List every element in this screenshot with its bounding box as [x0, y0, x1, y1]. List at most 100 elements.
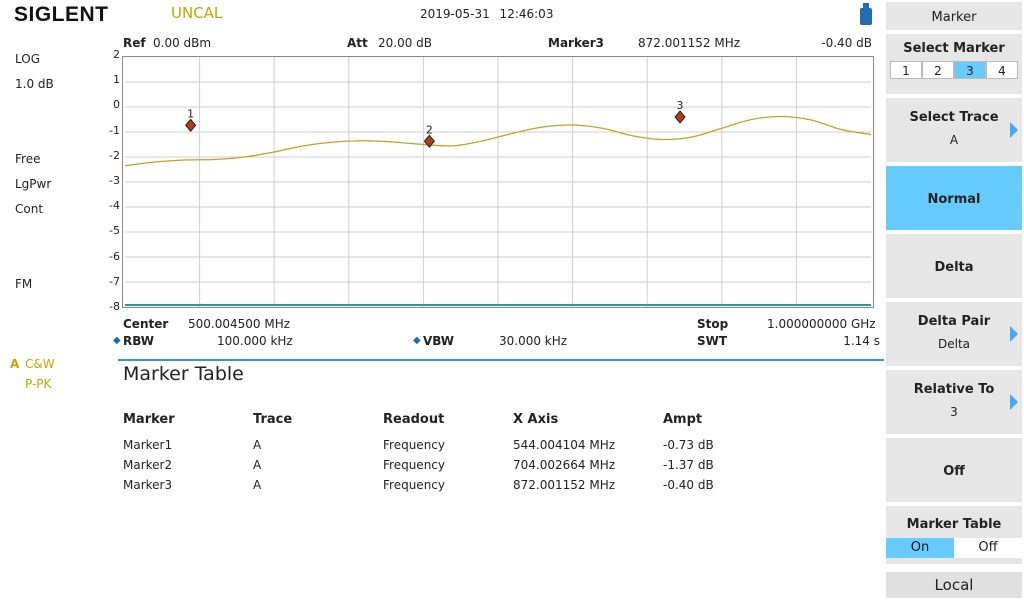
swt-value: 1.14 s — [843, 334, 880, 348]
scale-div: 1.0 dB — [15, 77, 54, 91]
marker-diamond-icon — [674, 110, 686, 124]
sweep-mode: Cont — [15, 202, 44, 216]
y-tick-label: -1 — [109, 123, 120, 137]
submenu-arrow-icon — [1010, 394, 1018, 410]
trace-a-line — [124, 115, 872, 167]
marker-1[interactable]: 1 — [185, 107, 197, 132]
marker-option-1[interactable]: 1 — [890, 61, 922, 79]
select-trace-key[interactable]: Select Trace A — [886, 98, 1022, 162]
trace-detector: P-PK — [25, 377, 52, 391]
menu-title: Marker — [886, 2, 1022, 30]
y-tick-label: 0 — [113, 98, 120, 112]
relative-to-key[interactable]: Relative To 3 — [886, 370, 1022, 434]
marker-table-title: Marker Table — [123, 363, 244, 385]
delta-label: Delta — [934, 260, 974, 275]
off-key[interactable]: Off — [886, 438, 1022, 502]
marker-table-key[interactable]: Marker Table On Off — [886, 506, 1022, 564]
vbw-value: 30.000 kHz — [499, 334, 568, 348]
marker-option-2[interactable]: 2 — [922, 61, 954, 79]
marker-3[interactable]: 3 — [674, 99, 686, 124]
col-header-trace: Trace — [253, 412, 293, 427]
delta-key[interactable]: Delta — [886, 234, 1022, 298]
col-header-ampt: Ampt — [663, 412, 703, 427]
center-label: Center — [123, 317, 169, 331]
col-header-readout: Readout — [383, 412, 445, 427]
stop-value: 1.000000000 GHz — [767, 317, 876, 331]
ref-value: 0.00 dBm — [153, 36, 212, 50]
marker-table-off[interactable]: Off — [954, 538, 1022, 558]
select-trace-label: Select Trace — [909, 110, 999, 125]
trace-mode: C&W — [25, 357, 55, 371]
cell-marker: Marker3 — [123, 478, 173, 492]
y-tick-label: -4 — [109, 199, 120, 213]
cell-xaxis: 544.004104 MHz — [513, 438, 616, 452]
submenu-arrow-icon — [1010, 326, 1018, 342]
cell-marker: Marker1 — [123, 438, 173, 452]
active-marker-freq: 872.001152 MHz — [638, 36, 741, 50]
y-tick-label: -3 — [109, 174, 120, 187]
demod: FM — [15, 277, 33, 291]
trace-letter: A — [10, 357, 20, 371]
center-value: 500.004500 MHz — [188, 317, 291, 331]
col-header-xaxis: X Axis — [513, 412, 559, 427]
y-tick-label: 1 — [113, 73, 120, 87]
cell-readout: Frequency — [383, 438, 445, 452]
delta-pair-label: Delta Pair — [917, 314, 991, 329]
y-tick-label: 2 — [113, 48, 120, 61]
normal-label: Normal — [927, 192, 981, 207]
cell-readout: Frequency — [383, 458, 445, 472]
marker-table-key-label: Marker Table — [906, 517, 1002, 532]
relative-to-label: Relative To — [913, 382, 995, 397]
y-tick-label: -8 — [109, 300, 120, 313]
marker-option-4[interactable]: 4 — [986, 61, 1018, 79]
marker-option-3[interactable]: 3 — [954, 61, 986, 79]
y-tick-label: -6 — [109, 249, 120, 263]
marker-diamond-icon — [185, 118, 197, 132]
vbw-diamond-icon: ◆ — [413, 335, 421, 346]
uncal-status: UNCAL — [171, 4, 223, 22]
divider — [118, 359, 884, 361]
col-header-marker: Marker — [123, 412, 175, 427]
cell-ampt: -1.37 dB — [663, 458, 714, 472]
att-label: Att — [347, 36, 368, 50]
relative-to-value: 3 — [950, 405, 958, 419]
select-marker-label: Select Marker — [903, 41, 1005, 56]
cell-marker: Marker2 — [123, 458, 173, 472]
stop-label: Stop — [697, 317, 729, 331]
local-label: Local — [934, 576, 974, 594]
swt-label: SWT — [697, 334, 728, 348]
submenu-arrow-icon — [1010, 122, 1018, 138]
datetime: 2019-05-31 12:46:03 — [420, 7, 554, 21]
cell-trace: A — [253, 438, 262, 452]
local-key[interactable]: Local — [886, 572, 1022, 598]
vbw-label: VBW — [423, 334, 455, 348]
scale-type: LOG — [15, 52, 41, 66]
marker-label: 2 — [426, 123, 433, 136]
cell-trace: A — [253, 478, 262, 492]
spectrum-plot[interactable]: 1 2 3 — [122, 56, 874, 308]
marker-2[interactable]: 2 — [423, 123, 435, 148]
marker-label: 1 — [187, 107, 194, 120]
usb-icon — [860, 3, 872, 25]
y-tick-label: -5 — [109, 224, 120, 238]
off-label: Off — [943, 464, 965, 479]
y-tick-label: -7 — [109, 274, 120, 288]
rbw-value: 100.000 kHz — [217, 334, 293, 348]
trigger-mode: Free — [15, 152, 41, 166]
cell-xaxis: 704.002664 MHz — [513, 458, 616, 472]
brand-logo: SIGLENT — [14, 3, 109, 26]
delta-pair-key[interactable]: Delta Pair Delta — [886, 302, 1022, 366]
marker-table-on[interactable]: On — [886, 538, 954, 558]
rbw-label: RBW — [123, 334, 154, 348]
normal-key[interactable]: Normal — [886, 166, 1022, 230]
cell-xaxis: 872.001152 MHz — [513, 478, 616, 492]
cell-trace: A — [253, 458, 262, 472]
detector: LgPwr — [15, 177, 52, 191]
marker-diamond-icon — [423, 134, 435, 148]
rbw-diamond-icon: ◆ — [113, 335, 121, 346]
marker-label: 3 — [677, 99, 684, 112]
active-marker-ampt: -0.40 dB — [821, 36, 872, 50]
ref-label: Ref — [123, 36, 146, 50]
active-marker-label: Marker3 — [548, 36, 605, 50]
